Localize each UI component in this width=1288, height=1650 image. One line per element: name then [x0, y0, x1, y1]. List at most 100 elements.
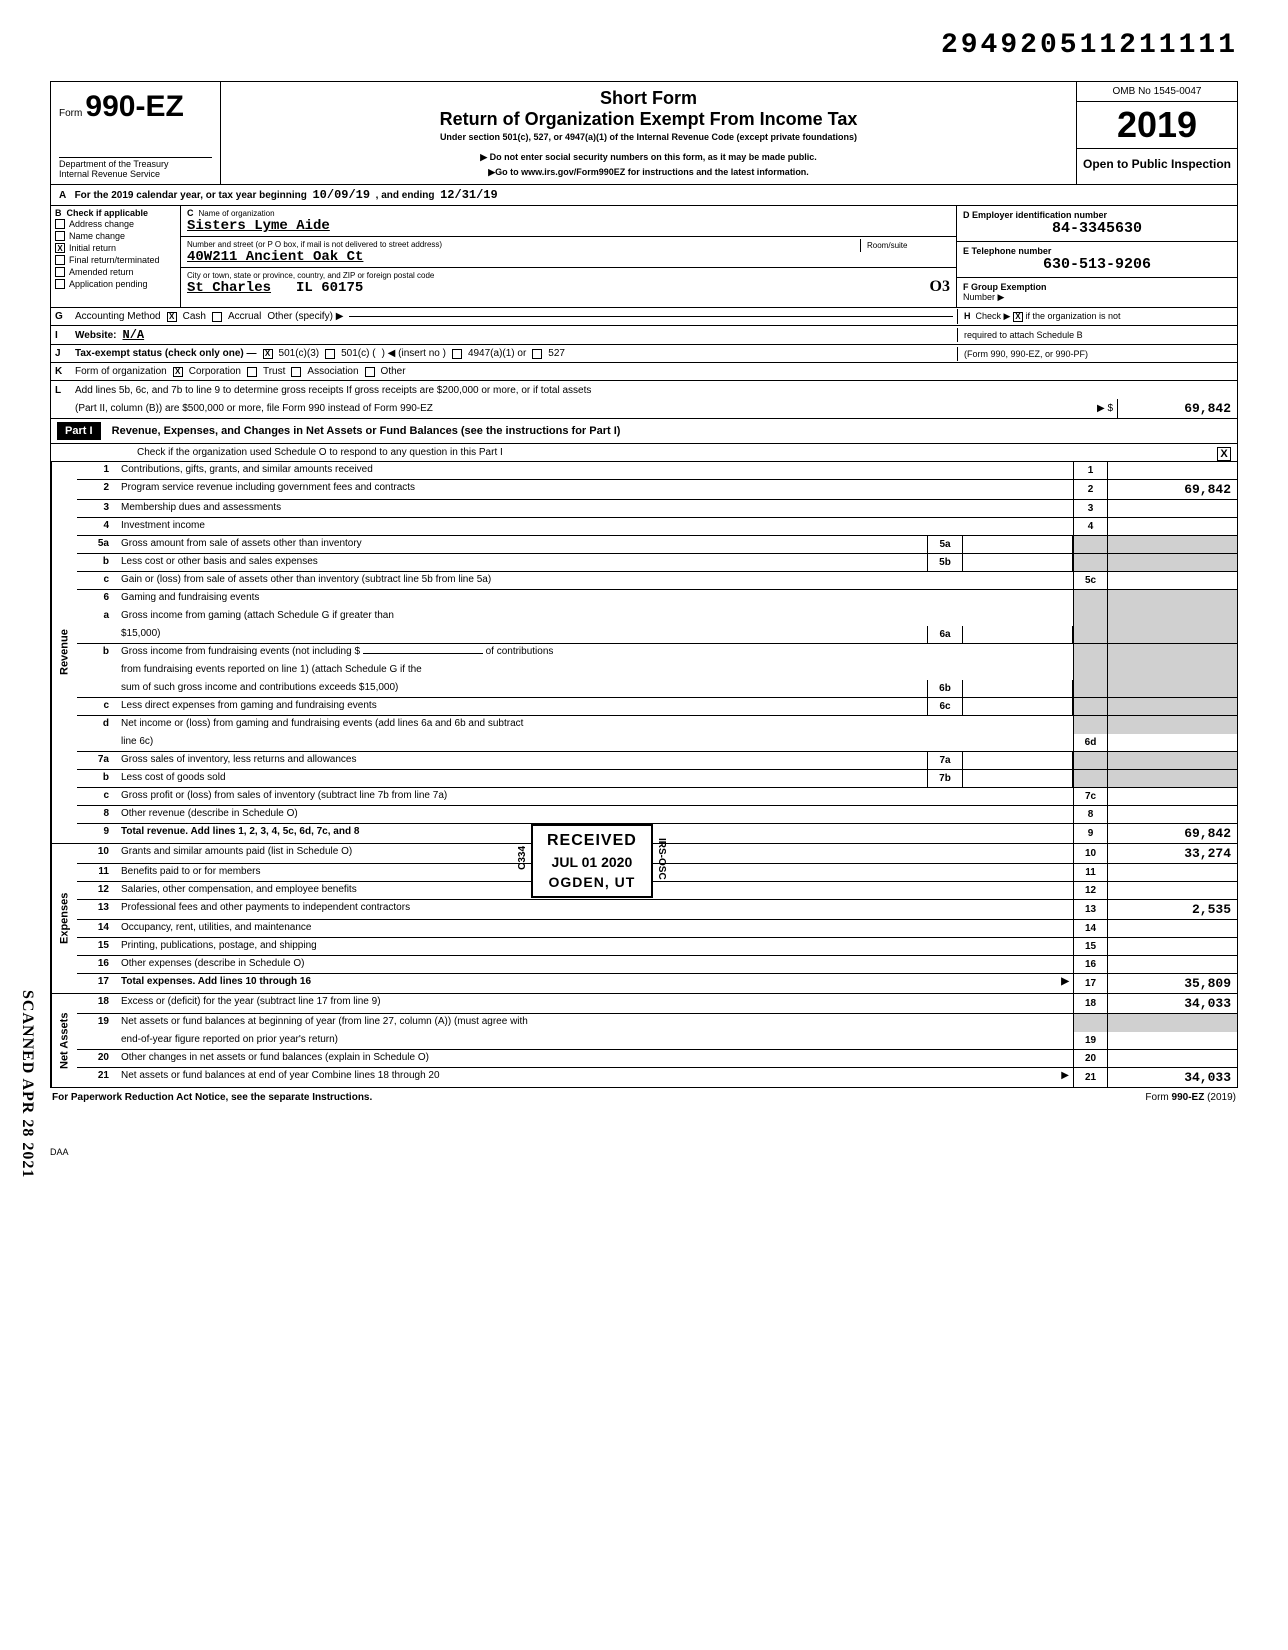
f-label: F: [963, 282, 969, 292]
name-label: Name of organization: [199, 209, 275, 218]
check-application-pending[interactable]: Application pending: [55, 278, 176, 290]
checkbox-schedule-o[interactable]: X: [1217, 447, 1231, 461]
checkbox-527[interactable]: [532, 349, 542, 359]
inner-amt: [963, 680, 1073, 697]
row-rn: 2: [1073, 480, 1107, 499]
row-2: 2 Program service revenue including gove…: [77, 480, 1237, 500]
checkbox-assoc[interactable]: [291, 367, 301, 377]
footer-right: Form 990-EZ (2019): [1145, 1092, 1236, 1103]
row-rn-shaded: [1073, 680, 1107, 697]
line-l-1: L Add lines 5b, 6c, and 7b to line 9 to …: [50, 381, 1238, 399]
checkbox-cash[interactable]: X: [167, 312, 177, 322]
6b-desc1b: of contributions: [486, 646, 554, 657]
6b-blank[interactable]: [363, 653, 483, 654]
row-desc: end-of-year figure reported on prior yea…: [117, 1032, 1073, 1049]
row-rn: 15: [1073, 938, 1107, 955]
row-rn: 5c: [1073, 572, 1107, 589]
form-number-cell: Form 990-EZ Department of the Treasury I…: [51, 82, 221, 184]
j-text: Tax-exempt status (check only one) —: [75, 348, 257, 359]
row-desc: Contributions, gifts, grants, and simila…: [117, 462, 1073, 479]
line-g-h: G Accounting Method XCash Accrual Other …: [50, 308, 1238, 326]
row-rn: 17: [1073, 974, 1107, 993]
part-i-badge: Part I: [57, 422, 101, 440]
row-6a-1: a Gross income from gaming (attach Sched…: [77, 608, 1237, 626]
checkbox-icon: [55, 255, 65, 265]
phone-row: E Telephone number 630-513-9206: [957, 242, 1237, 278]
short-form-title: Short Form: [227, 88, 1070, 109]
omb-number: OMB No 1545-0047: [1077, 82, 1237, 102]
line-i: I Website: N/A required to attach Schedu…: [50, 326, 1238, 345]
row-amt: 69,842: [1107, 480, 1237, 499]
h-content: H Check ▶ X if the organization is not: [957, 309, 1237, 324]
row-amt: 2,535: [1107, 900, 1237, 919]
part-i-header-row: Part I Revenue, Expenses, and Changes in…: [50, 419, 1238, 444]
row-amt: [1107, 938, 1237, 955]
row-desc: Less cost of goods sold: [117, 770, 927, 787]
row-desc: sum of such gross income and contributio…: [117, 680, 927, 697]
row-rn: 19: [1073, 1032, 1107, 1049]
row-amt: [1107, 882, 1237, 899]
row-num: [77, 662, 117, 680]
row-rn: 7c: [1073, 788, 1107, 805]
check-final-return[interactable]: Final return/terminated: [55, 254, 176, 266]
d-heading: Employer identification number: [972, 210, 1107, 220]
checkbox-accrual[interactable]: [212, 312, 222, 322]
row-rn-shaded: [1073, 662, 1107, 680]
inner-num: 6b: [927, 680, 963, 697]
row-desc: Gross profit or (loss) from sales of inv…: [117, 788, 1073, 805]
arrow-icon: ▶: [1061, 1070, 1069, 1081]
row-amt: 35,809: [1107, 974, 1237, 993]
row-amt: 69,842: [1107, 824, 1237, 843]
stamp-location: OGDEN, UT: [547, 874, 637, 890]
row-5a: 5a Gross amount from sale of assets othe…: [77, 536, 1237, 554]
checkbox-other-org[interactable]: [365, 367, 375, 377]
b-heading: Check if applicable: [67, 208, 149, 218]
row-desc: Gross sales of inventory, less returns a…: [117, 752, 927, 769]
check-address-change[interactable]: Address change: [55, 218, 176, 230]
form-number: 990-EZ: [85, 90, 183, 123]
checkbox-4947[interactable]: [452, 349, 462, 359]
checkbox-icon: [55, 231, 65, 241]
inner-num: 6c: [927, 698, 963, 715]
check-initial-return[interactable]: XInitial return: [55, 242, 176, 254]
check-name-change[interactable]: Name change: [55, 230, 176, 242]
row-amt-shaded: [1107, 662, 1237, 680]
row-1: 1 Contributions, gifts, grants, and simi…: [77, 462, 1237, 480]
row-amt: [1107, 864, 1237, 881]
row-num: 2: [77, 480, 117, 499]
city: St Charles: [187, 280, 271, 296]
row-num: 15: [77, 938, 117, 955]
row-rn: 20: [1073, 1050, 1107, 1067]
footer-left: For Paperwork Reduction Act Notice, see …: [52, 1092, 372, 1103]
row-rn-shaded: [1073, 590, 1107, 608]
checkbox-corp[interactable]: X: [173, 367, 183, 377]
expenses-section: Expenses 10 Grants and similar amounts p…: [50, 844, 1238, 994]
row-desc: Professional fees and other payments to …: [117, 900, 1073, 919]
column-def: D Employer identification number 84-3345…: [957, 206, 1237, 307]
501c3-label: 501(c)(3): [279, 348, 320, 359]
row-desc: Net income or (loss) from gaming and fun…: [117, 716, 1073, 734]
checkbox-h[interactable]: X: [1013, 312, 1023, 322]
row-amt-shaded: [1107, 1014, 1237, 1032]
4947-label: 4947(a)(1) or: [468, 348, 526, 359]
row-6b-3: sum of such gross income and contributio…: [77, 680, 1237, 698]
row-amt: [1107, 462, 1237, 479]
checkbox-trust[interactable]: [247, 367, 257, 377]
line-a-mid: , and ending: [376, 190, 435, 201]
other-specify-line[interactable]: [349, 316, 953, 317]
column-c: C Name of organization Sisters Lyme Aide…: [181, 206, 957, 307]
check-amended-return[interactable]: Amended return: [55, 266, 176, 278]
checkbox-501c[interactable]: [325, 349, 335, 359]
inner-num: 6a: [927, 626, 963, 643]
row-7c: c Gross profit or (loss) from sales of i…: [77, 788, 1237, 806]
department-block: Department of the Treasury Internal Reve…: [59, 157, 212, 180]
row-19-2: end-of-year figure reported on prior yea…: [77, 1032, 1237, 1050]
row-num: 12: [77, 882, 117, 899]
row-8: 8 Other revenue (describe in Schedule O)…: [77, 806, 1237, 824]
line-l-2: (Part II, column (B)) are $500,000 or mo…: [50, 399, 1238, 419]
checkbox-501c3[interactable]: X: [263, 349, 273, 359]
h-text2: if the organization is not: [1025, 311, 1120, 321]
row-num: a: [77, 608, 117, 626]
form-header: Form 990-EZ Department of the Treasury I…: [50, 81, 1238, 185]
row-num: 20: [77, 1050, 117, 1067]
